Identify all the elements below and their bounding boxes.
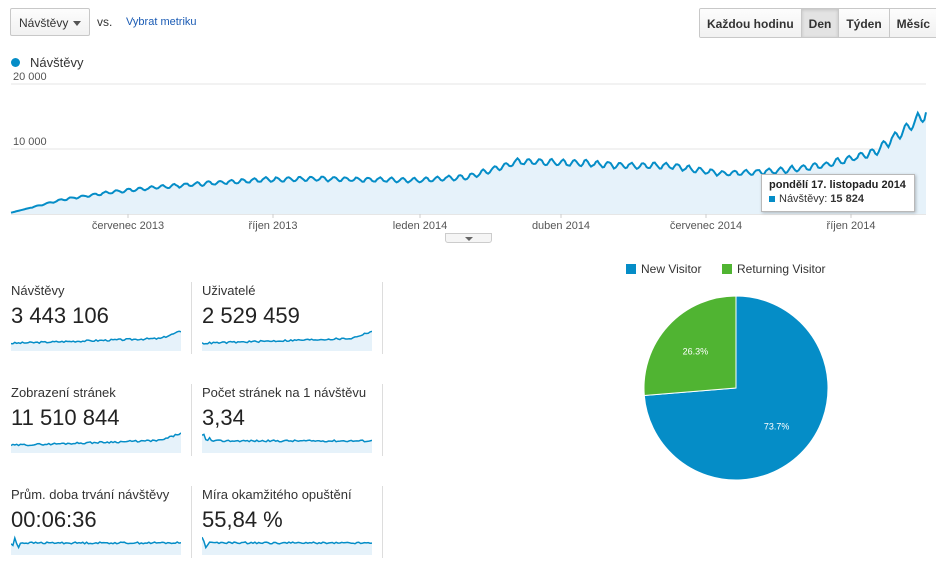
scorecard-label: Návštěvy bbox=[11, 283, 65, 298]
period-week-button[interactable]: Týden bbox=[839, 9, 890, 37]
tooltip-value: 15 824 bbox=[830, 193, 864, 205]
visitor-type-pie-chart[interactable]: 73.7% 26.3% bbox=[640, 292, 832, 484]
y-tick-label: 10 000 bbox=[13, 136, 47, 148]
scorecard-value: 2 529 459 bbox=[202, 303, 300, 328]
visits-line-chart[interactable]: 20 000 10 000 červenec 2013 říjen 2013 leden… bbox=[0, 70, 936, 240]
pie-legend-returning[interactable]: Returning Visitor bbox=[722, 262, 826, 276]
sparkline-line bbox=[11, 432, 181, 447]
scorecard-pageviews[interactable]: Zobrazení stránek 11 510 844 bbox=[11, 385, 191, 475]
scorecard-avg-duration[interactable]: Prům. doba trvání návštěvy 00:06:36 bbox=[11, 487, 191, 572]
chart-collapse-handle[interactable] bbox=[445, 233, 492, 243]
y-tick-label: 20 000 bbox=[13, 71, 47, 83]
pie-slice-label: 26.3% bbox=[683, 347, 709, 357]
scorecard-value: 3,34 bbox=[202, 405, 245, 430]
sparkline bbox=[11, 535, 181, 555]
sparkline bbox=[11, 432, 181, 453]
pie-legend-label: New Visitor bbox=[641, 262, 702, 276]
divider bbox=[191, 282, 192, 354]
period-toggle: Každou hodinu Den Týden Měsíc bbox=[699, 8, 936, 38]
chart-legend: Návštěvy bbox=[11, 55, 83, 70]
metric-select[interactable]: Návštěvy bbox=[10, 8, 90, 36]
scorecard-bounce-rate[interactable]: Míra okamžitého opuštění 55,84 % bbox=[202, 487, 382, 572]
x-tick-label: říjen 2013 bbox=[249, 220, 298, 232]
sparkline-line bbox=[202, 330, 372, 345]
sparkline bbox=[11, 330, 181, 351]
divider bbox=[382, 486, 383, 558]
chart-tooltip: pondělí 17. listopadu 2014 Návštěvy: 15 … bbox=[761, 174, 915, 212]
pie-legend-new[interactable]: New Visitor bbox=[626, 262, 701, 276]
sparkline-area bbox=[202, 537, 372, 555]
sparkline-area bbox=[202, 331, 372, 351]
sparkline-area bbox=[11, 331, 181, 351]
divider bbox=[191, 384, 192, 456]
sparkline-area bbox=[202, 434, 372, 453]
sparkline bbox=[202, 330, 372, 351]
sparkline-area bbox=[11, 538, 181, 555]
scorecard-label: Zobrazení stránek bbox=[11, 385, 116, 400]
scorecard-label: Uživatelé bbox=[202, 283, 256, 298]
pie-legend-label: Returning Visitor bbox=[737, 262, 826, 276]
x-tick-label: říjen 2014 bbox=[827, 220, 876, 232]
legend-swatch-icon bbox=[722, 264, 732, 274]
period-hourly-button[interactable]: Každou hodinu bbox=[700, 9, 802, 37]
legend-dot-icon bbox=[11, 58, 20, 67]
series-line bbox=[10, 110, 927, 214]
tooltip-swatch-icon bbox=[769, 196, 775, 202]
pie-slice-label: 73.7% bbox=[764, 421, 790, 431]
chevron-down-icon bbox=[73, 21, 81, 26]
sparkline bbox=[202, 536, 372, 555]
chevron-down-icon bbox=[465, 237, 473, 241]
scorecard-users[interactable]: Uživatelé 2 529 459 bbox=[202, 283, 382, 373]
x-tick-label: leden 2014 bbox=[393, 220, 447, 232]
scorecard-value: 11 510 844 bbox=[11, 405, 120, 430]
scorecard-label: Počet stránek na 1 návštěvu bbox=[202, 385, 367, 400]
legend-label: Návštěvy bbox=[30, 55, 84, 70]
metric-select-value: Návštěvy bbox=[19, 16, 69, 30]
period-month-button[interactable]: Měsíc bbox=[889, 9, 936, 37]
scorecard-value: 55,84 % bbox=[202, 507, 283, 532]
scorecard-label: Míra okamžitého opuštění bbox=[202, 487, 352, 502]
legend-swatch-icon bbox=[626, 264, 636, 274]
sparkline-line bbox=[202, 433, 372, 443]
sparkline-line bbox=[11, 330, 181, 345]
x-tick-label: duben 2014 bbox=[532, 220, 590, 232]
sparkline-line bbox=[202, 536, 372, 550]
divider bbox=[382, 282, 383, 354]
period-day-button[interactable]: Den bbox=[801, 9, 840, 37]
divider bbox=[382, 384, 383, 456]
scorecard-value: 3 443 106 bbox=[11, 303, 109, 328]
tooltip-date: pondělí 17. listopadu 2014 bbox=[769, 179, 906, 191]
pick-metric-link[interactable]: Vybrat metriku bbox=[126, 16, 197, 28]
scorecard-label: Prům. doba trvání návštěvy bbox=[11, 487, 170, 502]
x-tick-label: červenec 2014 bbox=[670, 220, 742, 232]
x-tick-label: červenec 2013 bbox=[92, 220, 164, 232]
series-area bbox=[11, 112, 926, 214]
pie-slice bbox=[643, 295, 737, 397]
sparkline-line bbox=[11, 535, 181, 550]
scorecard-visits[interactable]: Návštěvy 3 443 106 bbox=[11, 283, 191, 373]
divider bbox=[191, 486, 192, 558]
scorecard-pages-per-visit[interactable]: Počet stránek na 1 návštěvu 3,34 bbox=[202, 385, 382, 475]
tooltip-label: Návštěvy: bbox=[779, 193, 828, 205]
sparkline bbox=[202, 433, 372, 453]
scorecard-value: 00:06:36 bbox=[11, 507, 97, 532]
vs-label: vs. bbox=[97, 15, 113, 29]
